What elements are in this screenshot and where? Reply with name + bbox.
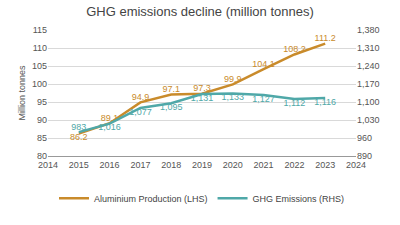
svg-text:104.1: 104.1 [252, 59, 275, 69]
svg-text:1,112: 1,112 [283, 98, 305, 108]
svg-text:1,095: 1,095 [160, 102, 183, 112]
svg-text:1,170: 1,170 [357, 79, 380, 89]
svg-text:1,127: 1,127 [252, 94, 275, 104]
svg-text:Million tonnes: Million tonnes [17, 65, 27, 121]
svg-text:890: 890 [357, 151, 372, 161]
svg-text:960: 960 [357, 133, 372, 143]
svg-text:99.9: 99.9 [224, 74, 242, 84]
svg-text:85: 85 [37, 133, 47, 143]
svg-text:90: 90 [37, 115, 47, 125]
svg-text:2014: 2014 [38, 160, 58, 170]
svg-text:1,380: 1,380 [357, 25, 380, 35]
svg-text:2019: 2019 [192, 160, 212, 170]
svg-text:2016: 2016 [100, 160, 120, 170]
svg-text:110: 110 [33, 43, 47, 53]
svg-text:111.2: 111.2 [315, 33, 336, 43]
svg-text:1,310: 1,310 [357, 43, 380, 53]
svg-text:97.3: 97.3 [193, 83, 211, 93]
svg-text:1,077: 1,077 [129, 107, 152, 117]
svg-text:2023: 2023 [315, 160, 335, 170]
svg-text:100: 100 [32, 79, 47, 89]
svg-text:1,016: 1,016 [98, 122, 121, 132]
svg-text:1,240: 1,240 [357, 61, 380, 71]
svg-text:89.1: 89.1 [101, 113, 119, 123]
svg-text:2015: 2015 [69, 160, 89, 170]
svg-text:1,133: 1,133 [222, 92, 245, 102]
svg-text:1,030: 1,030 [357, 115, 380, 125]
svg-text:95: 95 [37, 97, 47, 107]
svg-text:80: 80 [37, 151, 47, 161]
svg-text:GHG emissions decline (million: GHG emissions decline (million tonnes) [86, 4, 314, 19]
svg-text:86.2: 86.2 [70, 132, 88, 142]
svg-text:2022: 2022 [284, 160, 304, 170]
svg-text:1,116: 1,116 [314, 97, 336, 107]
svg-text:1,100: 1,100 [357, 97, 380, 107]
svg-text:1,131: 1,131 [191, 93, 214, 103]
svg-text:108.2: 108.2 [283, 44, 306, 54]
svg-text:2020: 2020 [223, 160, 243, 170]
svg-text:2021: 2021 [254, 160, 274, 170]
svg-text:GHG Emissions (RHS): GHG Emissions (RHS) [253, 194, 345, 204]
svg-text:Aluminium Production (LHS): Aluminium Production (LHS) [94, 194, 208, 204]
svg-text:105: 105 [32, 61, 47, 71]
svg-text:115: 115 [33, 25, 47, 35]
svg-text:983: 983 [71, 122, 86, 132]
svg-text:2018: 2018 [161, 160, 181, 170]
svg-text:97.1: 97.1 [162, 84, 180, 94]
svg-text:2024: 2024 [346, 160, 366, 170]
svg-text:94.9: 94.9 [132, 92, 150, 102]
svg-text:2017: 2017 [130, 160, 150, 170]
